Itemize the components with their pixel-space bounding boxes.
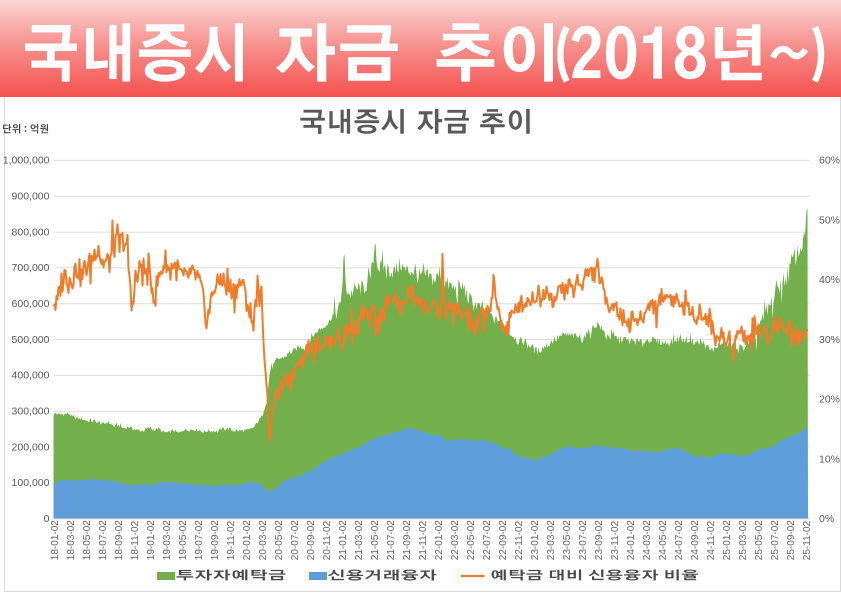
svg-text:22-05-02: 22-05-02 [466,520,477,560]
svg-text:20%: 20% [819,394,840,406]
svg-text:600,000: 600,000 [12,298,50,310]
svg-text:19-03-02: 19-03-02 [162,520,173,560]
svg-text:21-01-02: 21-01-02 [338,520,349,560]
svg-text:18-11-02: 18-11-02 [130,520,141,560]
svg-text:400,000: 400,000 [12,370,50,382]
svg-text:23-03-02: 23-03-02 [546,520,557,560]
svg-text:1,000,000: 1,000,000 [3,155,50,167]
svg-text:23-07-02: 23-07-02 [578,520,589,560]
svg-text:18-03-02: 18-03-02 [66,520,77,560]
svg-text:18-07-02: 18-07-02 [98,520,109,560]
svg-text:18-09-02: 18-09-02 [114,520,125,560]
svg-text:19-07-02: 19-07-02 [194,520,205,560]
svg-text:25-05-02: 25-05-02 [754,520,765,560]
svg-text:21-09-02: 21-09-02 [402,520,413,560]
svg-text:24-09-02: 24-09-02 [690,520,701,560]
svg-text:22-07-02: 22-07-02 [482,520,493,560]
svg-text:25-07-02: 25-07-02 [770,520,781,560]
svg-text:21-03-02: 21-03-02 [354,520,365,560]
svg-text:19-01-02: 19-01-02 [146,520,157,560]
svg-text:24-05-02: 24-05-02 [658,520,669,560]
svg-text:900,000: 900,000 [12,190,50,202]
svg-text:40%: 40% [819,274,840,286]
svg-text:24-11-02: 24-11-02 [706,520,717,560]
svg-text:300,000: 300,000 [12,406,50,418]
svg-text:22-09-02: 22-09-02 [498,520,509,560]
svg-text:19-11-02: 19-11-02 [226,520,237,560]
svg-text:25-09-02: 25-09-02 [786,520,797,560]
svg-text:20-07-02: 20-07-02 [290,520,301,560]
svg-text:22-01-02: 22-01-02 [434,520,445,560]
svg-text:18-01-02: 18-01-02 [50,520,61,560]
svg-text:0: 0 [44,513,50,525]
svg-text:24-07-02: 24-07-02 [674,520,685,560]
svg-text:700,000: 700,000 [12,262,50,274]
svg-text:18-05-02: 18-05-02 [82,520,93,560]
svg-text:24-03-02: 24-03-02 [642,520,653,560]
svg-text:20-03-02: 20-03-02 [258,520,269,560]
svg-text:23-09-02: 23-09-02 [594,520,605,560]
svg-text:25-03-02: 25-03-02 [738,520,749,560]
svg-text:24-01-02: 24-01-02 [626,520,637,560]
svg-text:50%: 50% [819,214,840,226]
svg-text:22-03-02: 22-03-02 [450,520,461,560]
svg-text:800,000: 800,000 [12,226,50,238]
svg-text:25-11-02: 25-11-02 [802,520,813,560]
svg-text:25-01-02: 25-01-02 [722,520,733,560]
svg-text:10%: 10% [819,453,840,465]
svg-text:20-11-02: 20-11-02 [322,520,333,560]
svg-text:23-11-02: 23-11-02 [610,520,621,560]
svg-text:22-11-02: 22-11-02 [514,520,525,560]
svg-text:0%: 0% [819,513,834,525]
svg-text:200,000: 200,000 [12,441,50,453]
svg-text:20-05-02: 20-05-02 [274,520,285,560]
svg-text:100,000: 100,000 [12,477,50,489]
svg-text:20-09-02: 20-09-02 [306,520,317,560]
svg-text:19-09-02: 19-09-02 [210,520,221,560]
svg-text:500,000: 500,000 [12,334,50,346]
svg-text:19-05-02: 19-05-02 [178,520,189,560]
svg-text:60%: 60% [819,155,840,167]
svg-text:20-01-02: 20-01-02 [242,520,253,560]
svg-text:23-05-02: 23-05-02 [562,520,573,560]
svg-text:23-01-02: 23-01-02 [530,520,541,560]
svg-text:21-11-02: 21-11-02 [418,520,429,560]
svg-text:21-07-02: 21-07-02 [386,520,397,560]
svg-text:30%: 30% [819,334,840,346]
svg-text:21-05-02: 21-05-02 [370,520,381,560]
